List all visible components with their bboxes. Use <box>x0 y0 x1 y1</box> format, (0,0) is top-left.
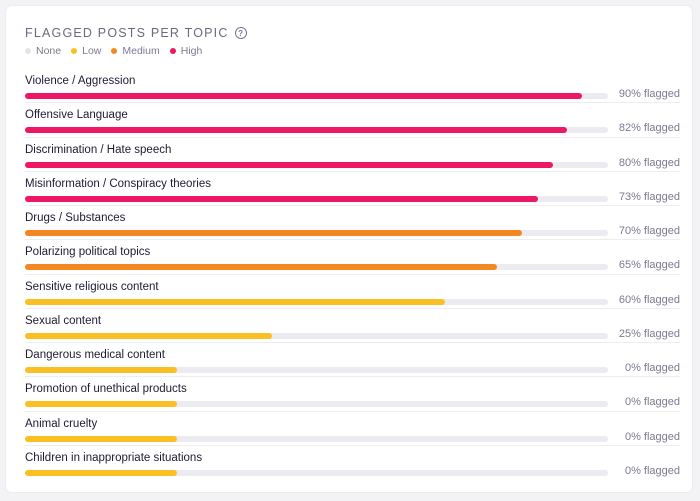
topic-label: Polarizing political topics <box>25 246 151 259</box>
legend-label: Medium <box>122 45 160 57</box>
flagged-posts-card: FLAGGED POSTS PER TOPIC ? None Low Mediu… <box>6 6 692 492</box>
card-header: FLAGGED POSTS PER TOPIC ? <box>25 26 247 40</box>
flagged-percent: 0% flagged <box>624 396 680 409</box>
bar-track <box>25 93 608 99</box>
bar-fill <box>25 435 177 442</box>
bar-track <box>25 230 608 236</box>
topic-row: Drugs / Substances 70% flagged <box>25 206 680 241</box>
topic-row: Dangerous medical content 0% flagged <box>25 343 680 378</box>
bar-track <box>25 264 608 271</box>
bar-fill <box>25 230 522 236</box>
topic-row: Sexual content 25% flagged <box>25 309 680 343</box>
bar-track <box>25 332 608 339</box>
topic-row: Polarizing political topics 65% flagged <box>25 240 680 275</box>
bar-fill <box>25 264 497 271</box>
topic-label: Violence / Aggression <box>25 75 136 87</box>
bar-fill <box>25 469 177 476</box>
bar-fill <box>25 127 567 134</box>
legend-dot-icon <box>169 48 176 54</box>
topic-label: Children in inappropriate situations <box>25 451 203 464</box>
bar-track <box>25 401 608 408</box>
topic-row: Discrimination / Hate speech 80% flagged <box>25 138 680 172</box>
topic-row: Promotion of unethical products 0% flagge… <box>25 377 680 412</box>
question-circle-icon[interactable]: ? <box>234 27 247 39</box>
topic-label: Animal cruelty <box>25 417 98 430</box>
topic-bar-list: Violence / Aggression 90% flagged Offensiv… <box>25 69 680 480</box>
legend-item-low: Low <box>71 45 101 57</box>
topic-label: Sexual content <box>25 314 102 327</box>
bar-track <box>25 367 608 373</box>
bar-track <box>25 435 608 442</box>
topic-row: Sensitive religious content 60% flagged <box>25 275 680 309</box>
legend-label: None <box>36 45 62 57</box>
topic-label: Dangerous medical content <box>25 349 165 361</box>
topic-row: Offensive Language 82% flagged <box>25 103 680 138</box>
legend-dot-icon <box>71 48 78 54</box>
topic-row: Misinformation / Conspiracy theories 73% … <box>25 172 680 206</box>
bar-fill <box>25 367 177 373</box>
legend-item-medium: Medium <box>111 45 160 57</box>
flagged-percent: 82% flagged <box>618 122 680 135</box>
flagged-percent: 80% flagged <box>618 156 680 169</box>
bar-fill <box>25 161 553 168</box>
flagged-percent: 65% flagged <box>618 259 680 272</box>
legend: None Low Medium High <box>25 45 202 57</box>
bar-fill <box>25 332 272 339</box>
flagged-percent: 90% flagged <box>618 88 680 100</box>
legend-label: Low <box>82 45 102 57</box>
bar-track <box>25 298 608 305</box>
bar-track <box>25 195 608 202</box>
card-title: FLAGGED POSTS PER TOPIC <box>25 26 229 40</box>
topic-label: Drugs / Substances <box>25 212 126 224</box>
flagged-percent: 0% flagged <box>624 464 680 477</box>
flagged-percent: 73% flagged <box>618 190 680 203</box>
legend-label: High <box>180 45 203 57</box>
flagged-percent: 60% flagged <box>618 293 680 306</box>
topic-label: Discrimination / Hate speech <box>25 143 172 156</box>
bar-fill <box>25 298 445 305</box>
legend-dot-icon <box>111 48 118 54</box>
topic-row: Animal cruelty 0% flagged <box>25 412 680 446</box>
topic-label: Sensitive religious content <box>25 280 159 293</box>
bar-fill <box>25 93 582 99</box>
topic-label: Misinformation / Conspiracy theories <box>25 177 211 190</box>
topic-label: Offensive Language <box>25 109 128 122</box>
bar-track <box>25 127 608 134</box>
bar-fill <box>25 401 177 408</box>
flagged-percent: 25% flagged <box>618 327 680 340</box>
flagged-percent: 0% flagged <box>624 362 680 374</box>
legend-dot-icon <box>25 48 31 54</box>
topic-row: Violence / Aggression 90% flagged <box>25 69 680 104</box>
bar-track <box>25 469 608 476</box>
topic-label: Promotion of unethical products <box>25 383 187 396</box>
legend-item-none: None <box>25 45 61 57</box>
bar-track <box>25 161 608 168</box>
legend-item-high: High <box>169 45 203 57</box>
bar-fill <box>25 195 538 202</box>
flagged-percent: 0% flagged <box>624 430 680 443</box>
topic-row: Children in inappropriate situations 0% f… <box>25 446 680 480</box>
flagged-percent: 70% flagged <box>618 225 680 237</box>
